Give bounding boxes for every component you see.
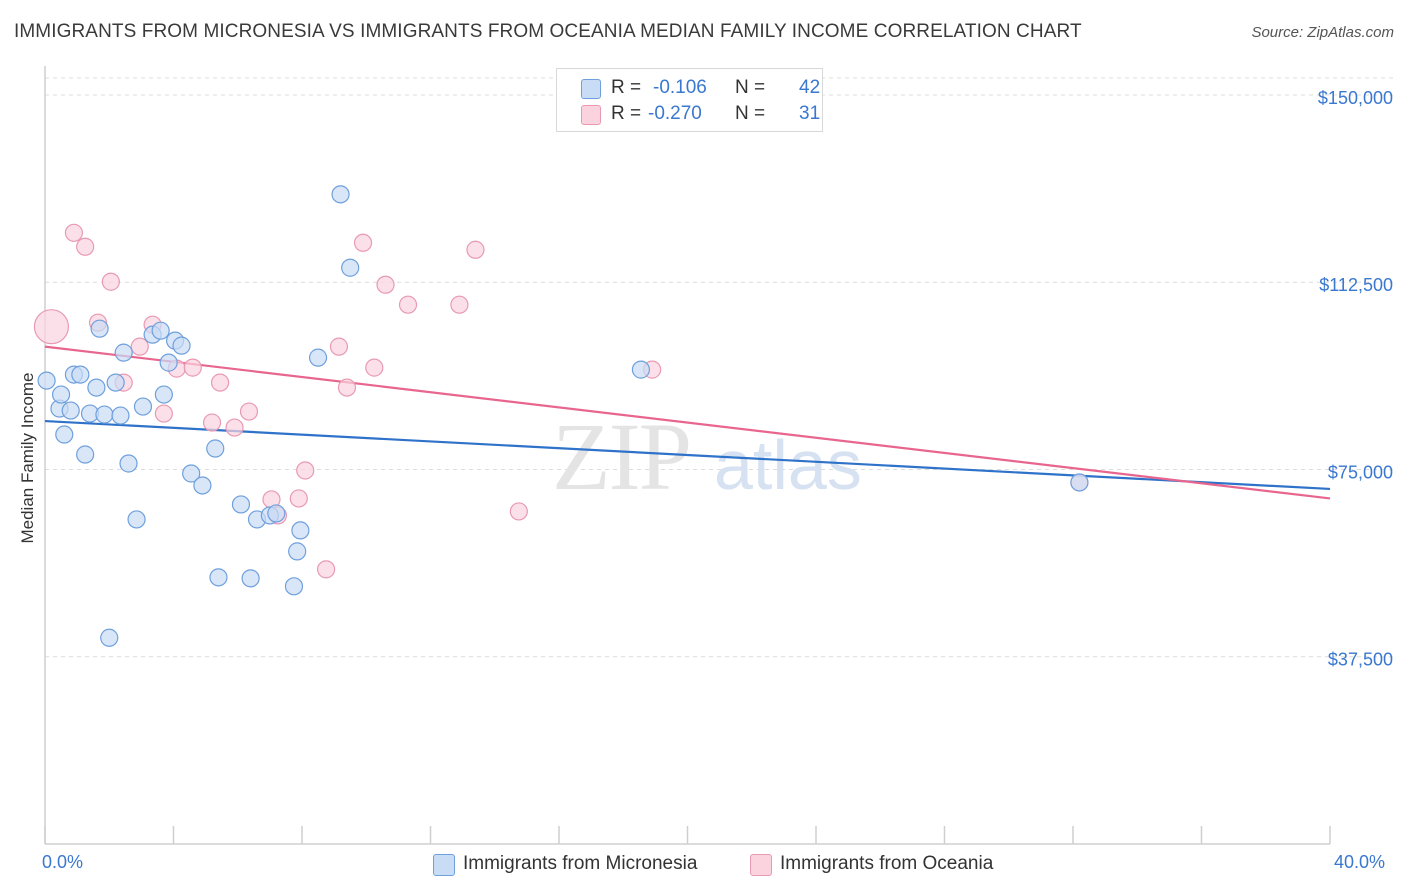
point-micronesia [76,445,95,464]
chart-title: IMMIGRANTS FROM MICRONESIA VS IMMIGRANTS… [14,21,1082,42]
y-axis-label: Median Family Income [18,372,37,544]
point-oceania [376,275,395,294]
point-oceania [466,240,485,259]
point-micronesia [95,405,114,424]
point-micronesia [119,454,138,473]
legend-r-label: R = [611,77,642,98]
point-micronesia [1070,473,1089,492]
point-micronesia [341,258,360,277]
trend-lines [44,345,1331,500]
axes [44,66,1331,845]
legend-r-label: R = [611,103,642,124]
point-micronesia [206,439,225,458]
legend-swatch-micronesia [581,79,601,99]
point-micronesia [231,495,251,514]
point-oceania [64,223,84,242]
point-micronesia [154,385,173,404]
point-micronesia [100,628,119,647]
point-oceania [316,560,336,579]
point-oceania [225,418,244,437]
y-tick-label: $150,000 [1318,88,1393,108]
y-tick-labels: $37,500 $75,000 $112,500 $150,000 [1318,88,1393,670]
point-oceania [296,461,315,480]
point-oceania [76,237,95,256]
point-micronesia [90,319,109,338]
point-oceania [337,378,357,397]
point-oceania [202,413,222,432]
point-micronesia [308,348,328,367]
point-oceania [33,309,70,345]
point-oceania [509,502,528,521]
point-micronesia [331,185,350,204]
y-tick-label: $75,000 [1328,462,1393,482]
point-oceania [365,358,384,377]
legend-n-value: 42 [799,77,821,98]
point-micronesia [159,353,178,372]
point-oceania [101,272,120,291]
legend-n-label: N = [735,103,766,124]
x-tick-max: 40.0% [1334,852,1386,872]
point-micronesia [133,397,153,416]
point-micronesia [114,343,133,362]
point-micronesia [267,504,286,523]
point-micronesia [111,406,130,425]
trend-line-micronesia [44,419,1331,491]
point-oceania [353,233,373,252]
point-micronesia [151,321,170,340]
legend-swatch-oceania [581,105,601,125]
x-tick-min: 0.0% [42,852,84,872]
point-micronesia [37,371,56,390]
y-tick-label: $112,500 [1319,275,1393,295]
legend-n-value: 31 [799,103,821,124]
point-micronesia [209,568,228,587]
point-micronesia [291,521,310,540]
legend-label-oceania: Immigrants from Oceania [780,853,994,874]
point-oceania [289,489,308,508]
watermark-atlas: atlas [714,426,862,504]
point-oceania [210,373,230,392]
point-micronesia [87,378,106,397]
point-oceania [183,358,202,377]
point-micronesia [71,365,90,384]
y-tick-label: $37,500 [1328,650,1393,670]
point-micronesia [55,425,74,444]
watermark-zip: ZIP [552,403,690,510]
trend-line-oceania [44,345,1331,500]
point-micronesia [127,510,146,529]
point-micronesia [284,577,304,596]
data-points [33,185,1089,647]
legend-r-value: -0.270 [648,103,702,124]
point-micronesia [51,385,71,404]
correlation-legend: R = -0.106 N = 42 R = -0.270 N = 31 [556,68,823,132]
legend-label-micronesia: Immigrants from Micronesia [463,853,698,874]
point-oceania [154,404,173,423]
point-micronesia [172,336,191,355]
legend-swatch-oceania [750,854,772,876]
legend-swatch-micronesia [433,854,455,876]
legend-r-value: -0.106 [653,77,707,98]
point-oceania [450,295,469,314]
point-micronesia [106,373,125,392]
point-oceania [329,337,349,356]
point-micronesia [288,542,307,561]
legend-n-label: N = [735,77,766,98]
point-micronesia [631,360,651,379]
point-micronesia [193,476,212,495]
point-micronesia [61,401,80,420]
point-oceania [239,402,259,421]
point-oceania [130,337,149,356]
point-micronesia [182,464,201,483]
source-credit: Source: ZipAtlas.com [1251,24,1394,41]
point-micronesia [241,569,260,588]
point-oceania [398,295,418,314]
